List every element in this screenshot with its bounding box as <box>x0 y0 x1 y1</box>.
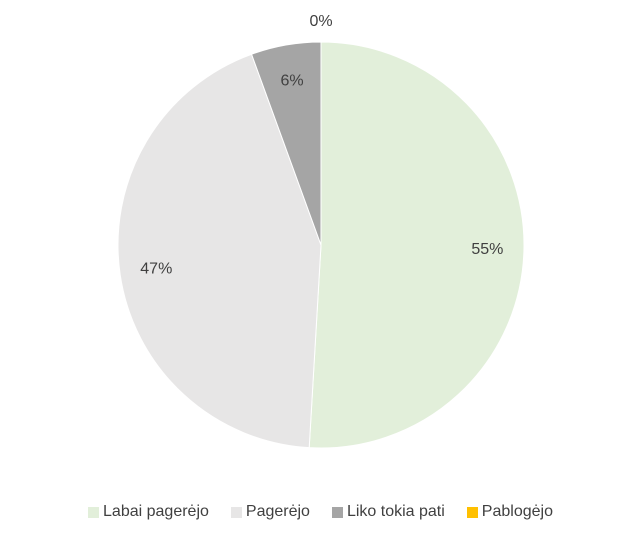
legend: Labai pagerėjo Pagerėjo Liko tokia pati Pab… <box>0 503 641 521</box>
legend-item: Pablogėjo <box>466 503 553 521</box>
legend-label: Labai pagerėjo <box>103 503 209 520</box>
data-label: 47% <box>140 260 172 277</box>
legend-item: Pagerėjo <box>230 503 310 521</box>
data-label: 55% <box>471 241 503 258</box>
legend-swatch <box>331 506 343 518</box>
legend-item: Labai pagerėjo <box>88 503 209 521</box>
legend-swatch <box>230 506 242 518</box>
legend-swatch <box>466 506 478 518</box>
legend-label: Liko tokia pati <box>346 503 445 520</box>
legend-swatch <box>88 506 100 518</box>
legend-item: Liko tokia pati <box>331 503 445 521</box>
pie-area: 55% 47% 6% 0% <box>117 13 525 449</box>
legend-label: Pablogėjo <box>481 503 553 520</box>
data-label: 6% <box>281 72 304 89</box>
pie-slice <box>308 41 525 449</box>
data-label: 0% <box>309 13 332 30</box>
legend-label: Pagerėjo <box>245 503 310 520</box>
pie-slice <box>117 53 322 449</box>
